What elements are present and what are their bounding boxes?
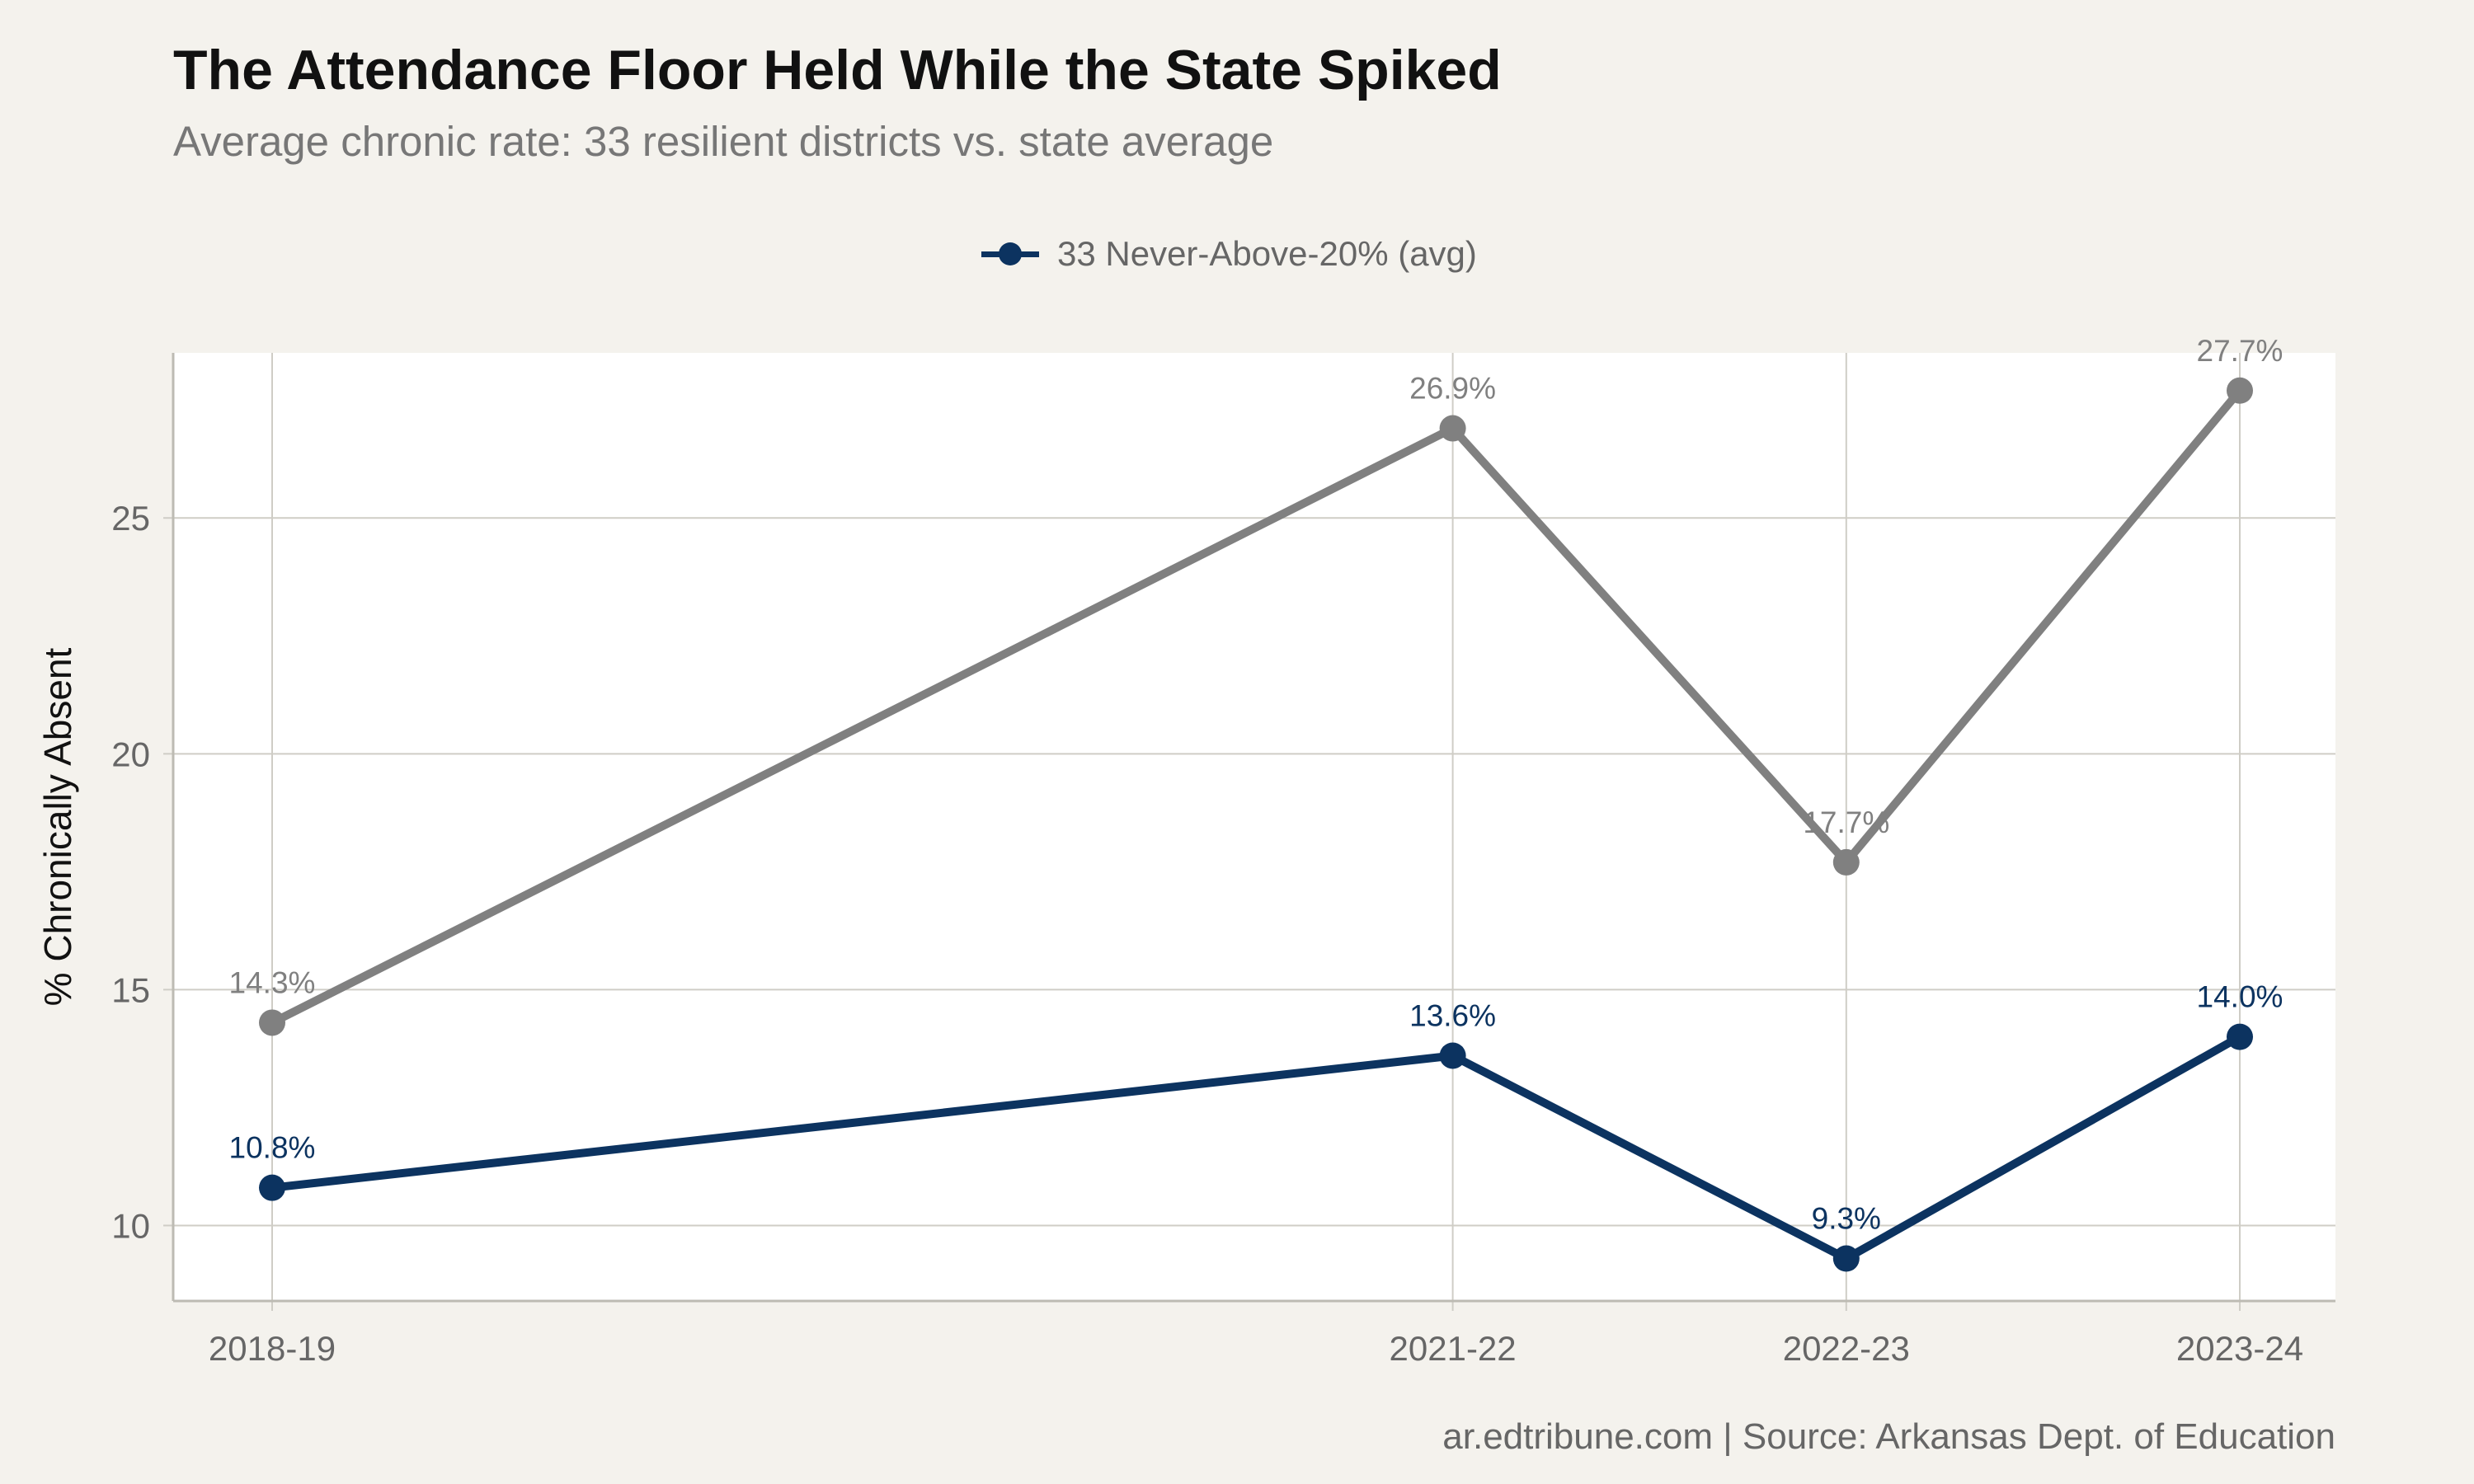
data-point-resilient (1439, 1042, 1466, 1069)
data-point-state (1439, 415, 1466, 442)
data-label-resilient: 14.0% (2197, 980, 2284, 1014)
chart-title: The Attendance Floor Held While the Stat… (173, 39, 1502, 101)
x-tick-label: 2022-23 (1783, 1329, 1910, 1368)
plot-panel (173, 353, 2335, 1301)
data-label-state: 26.9% (1409, 372, 1496, 406)
data-label-state: 17.7% (1803, 805, 1889, 839)
data-label-resilient: 13.6% (1409, 998, 1496, 1032)
data-label-resilient: 9.3% (1812, 1202, 1881, 1236)
legend: 33 Never-Above-20% (avg) (981, 229, 1477, 279)
chart-subtitle: Average chronic rate: 33 resilient distr… (173, 118, 1274, 165)
y-tick-label: 20 (111, 735, 150, 773)
x-tick-label: 2018-19 (209, 1329, 336, 1368)
data-label-state: 27.7% (2197, 334, 2284, 368)
legend-label-resilient: 33 Never-Above-20% (avg) (1057, 234, 1477, 273)
data-label-state: 14.3% (229, 965, 316, 999)
x-tick-label: 2021-22 (1390, 1329, 1517, 1368)
data-point-resilient (2227, 1023, 2253, 1050)
data-point-resilient (259, 1174, 285, 1201)
series-line-state (268, 386, 2244, 1027)
source-caption: ar.edtribune.com | Source: Arkansas Dept… (1442, 1416, 2335, 1457)
data-point-state (259, 1009, 285, 1036)
y-tick-label: 10 (111, 1206, 150, 1245)
data-point-state (1832, 848, 1860, 876)
data-label-resilient: 10.8% (229, 1131, 316, 1165)
y-tick-label: 15 (111, 970, 150, 1009)
y-axis-title: % Chronically Absent (36, 647, 79, 1006)
series-line-resilient (268, 1032, 2244, 1263)
data-point-state (2227, 377, 2253, 404)
legend-key-resilient (981, 229, 1039, 279)
y-tick-label: 25 (111, 499, 150, 538)
x-tick-label: 2023-24 (2176, 1329, 2303, 1368)
data-point-resilient (1832, 1245, 1860, 1272)
